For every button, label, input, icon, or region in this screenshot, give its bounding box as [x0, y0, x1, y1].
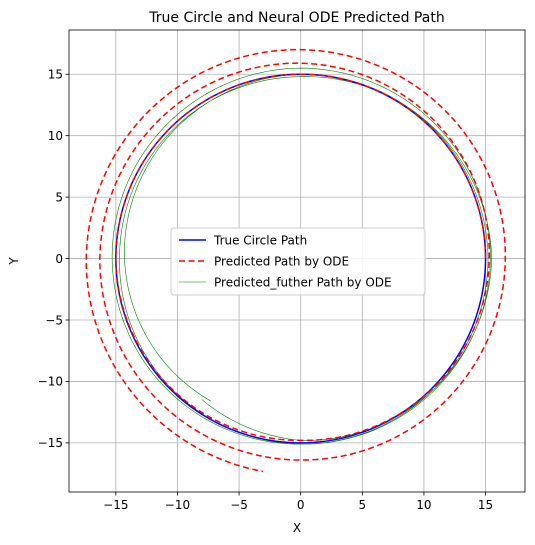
legend: True Circle Path Predicted Path by ODE P…	[170, 227, 426, 296]
axis-ticks: −15 −10 −5 0 5 10 15 −15 −10 −5 0 5 10 15	[38, 68, 494, 512]
x-tick-label: 15	[478, 498, 493, 512]
y-tick-label: 0	[55, 252, 63, 266]
y-tick-label: −10	[38, 375, 63, 389]
x-tick-label: 10	[416, 498, 431, 512]
y-tick-label: 10	[48, 129, 63, 143]
y-tick-label: −15	[38, 436, 63, 450]
x-tick-label: 0	[297, 498, 305, 512]
y-tick-label: 15	[48, 68, 63, 82]
x-axis-label: X	[293, 521, 301, 535]
x-tick-label: 5	[358, 498, 366, 512]
predicted-path-line	[85, 48, 507, 473]
chart-title: True Circle and Neural ODE Predicted Pat…	[148, 10, 444, 26]
y-tick-label: −5	[45, 313, 63, 327]
x-tick-label: −10	[165, 498, 190, 512]
predicted-further-path-line	[111, 67, 493, 445]
x-tick-label: −15	[103, 498, 128, 512]
legend-label-predicted: Predicted Path by ODE	[214, 255, 349, 269]
plot-series	[85, 48, 507, 473]
axes-frame	[68, 29, 526, 493]
x-tick-label: −5	[230, 498, 248, 512]
y-axis-label: Y	[7, 257, 21, 266]
legend-label-predicted-further: Predicted_futher Path by ODE	[214, 276, 392, 290]
legend-box	[170, 227, 426, 296]
legend-label-true-circle: True Circle Path	[213, 234, 307, 248]
y-tick-label: 5	[55, 190, 63, 204]
